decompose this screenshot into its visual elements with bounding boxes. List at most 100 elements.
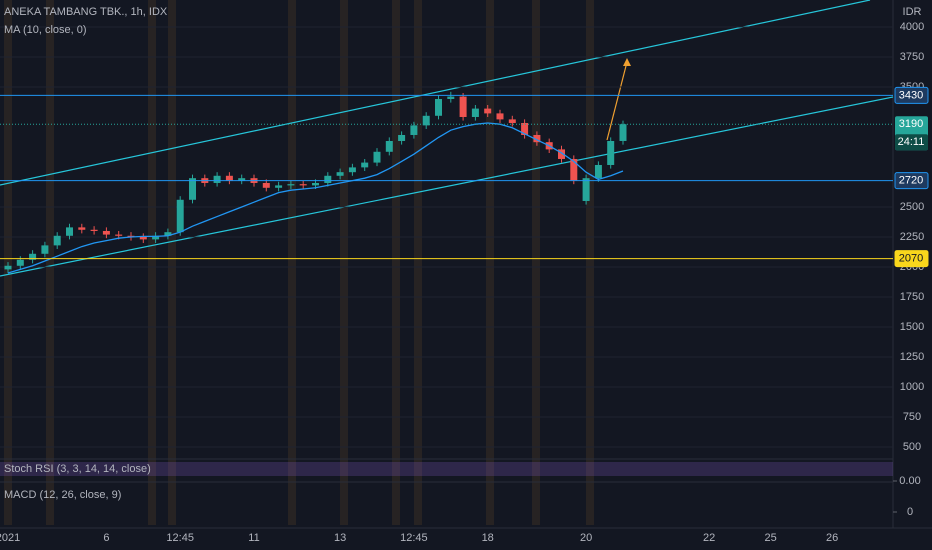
- candle-body: [373, 151, 381, 163]
- candle-body: [115, 234, 123, 236]
- x-tick-label: 2021: [0, 532, 20, 544]
- candle-body: [16, 259, 24, 266]
- candle-body: [4, 265, 12, 270]
- candle-body: [225, 175, 233, 181]
- candle-body: [66, 227, 73, 236]
- y-tick-label: 1750: [900, 291, 924, 303]
- candle-body: [324, 175, 332, 183]
- candle-body: [275, 185, 283, 188]
- candle-body: [435, 98, 442, 116]
- candle-body: [287, 184, 295, 186]
- y-tick-label: 4000: [900, 21, 924, 33]
- candle-body: [496, 113, 504, 120]
- y-tick-label: 1000: [900, 381, 924, 393]
- stoch-band: [0, 462, 893, 476]
- candle-body: [238, 178, 246, 181]
- x-tick-label: 18: [482, 532, 494, 544]
- candle-body: [607, 140, 615, 165]
- stripe: [148, 0, 156, 525]
- y-tick-label: 750: [903, 411, 921, 423]
- candle-body: [619, 124, 627, 141]
- candle-body: [78, 227, 86, 230]
- candle-body: [422, 115, 430, 126]
- candle-body: [262, 182, 270, 188]
- candle-body: [164, 232, 172, 236]
- stripe: [340, 0, 348, 525]
- candle-body: [521, 122, 529, 135]
- candle-body: [361, 162, 369, 168]
- y-tick-label: 1250: [900, 351, 924, 363]
- countdown-bg: [895, 134, 928, 151]
- y-tick-label: 3750: [900, 51, 924, 63]
- candle-body: [102, 230, 110, 235]
- price-tag: [894, 86, 929, 104]
- currency: IDR: [903, 6, 922, 18]
- candle-body: [213, 175, 221, 183]
- price-tag-label: 2070: [899, 252, 923, 264]
- stripe: [392, 0, 400, 525]
- candle-body: [299, 184, 307, 186]
- candle-body: [189, 178, 196, 200]
- trend-line: [0, 96, 894, 277]
- trend-line: [0, 0, 871, 186]
- y-tick-label: 2250: [900, 231, 924, 243]
- x-tick-label: 13: [334, 532, 346, 544]
- candle-body: [459, 96, 467, 117]
- x-tick-label: 6: [103, 532, 109, 544]
- candle-body: [336, 172, 344, 176]
- countdown-label: 24:11: [898, 136, 925, 148]
- candle-body: [348, 167, 356, 173]
- candle-body: [410, 125, 418, 135]
- candle-body: [533, 134, 541, 143]
- candle-body: [29, 253, 37, 260]
- stripe: [586, 0, 594, 525]
- indicator-label: MA (10, close, 0): [4, 24, 87, 36]
- stripe: [532, 0, 540, 525]
- candle-body: [385, 140, 393, 152]
- pane-title: Stoch RSI (3, 3, 14, 14, close): [4, 463, 151, 475]
- x-tick-label: 12:45: [166, 532, 194, 544]
- candle-body: [53, 235, 61, 246]
- candle-body: [471, 108, 479, 117]
- y-tick-label: 1500: [900, 321, 924, 333]
- candle-body: [90, 229, 98, 231]
- candle-body: [41, 245, 49, 254]
- candle-body: [312, 182, 319, 186]
- price-tag: [894, 172, 929, 190]
- stripe: [168, 0, 176, 525]
- x-tick-label: 25: [764, 532, 776, 544]
- last-price-label: 3190: [899, 118, 923, 130]
- arrow: [606, 61, 628, 141]
- y-tick-label: 2500: [900, 201, 924, 213]
- price-tag: [894, 250, 929, 268]
- y-tick-label: 500: [903, 441, 921, 453]
- x-tick-label: 26: [826, 532, 838, 544]
- ma-line: [7, 122, 624, 274]
- plot: [0, 26, 893, 448]
- pane-tick-label: 0: [907, 506, 913, 518]
- chart-title: ANEKA TAMBANG TBK., 1h, IDX: [4, 6, 168, 18]
- x-tick-label: 22: [703, 532, 715, 544]
- candle-body: [508, 119, 516, 123]
- pane-title: MACD (12, 26, close, 9): [4, 489, 121, 501]
- stripe: [46, 0, 54, 525]
- arrow-head: [623, 58, 631, 66]
- candle-body: [152, 235, 160, 240]
- x-tick-label: 12:45: [400, 532, 428, 544]
- stripe: [486, 0, 494, 525]
- candle-body: [398, 134, 406, 141]
- candle-body: [484, 108, 492, 114]
- x-tick-label: 20: [580, 532, 592, 544]
- candle-body: [594, 164, 602, 179]
- candle-body: [176, 199, 184, 233]
- price-tag-label: 3430: [899, 89, 923, 101]
- candle-body: [558, 149, 565, 159]
- candle-body: [570, 158, 578, 181]
- pane-tick-label: 0.00: [899, 475, 920, 487]
- candle-body: [582, 178, 590, 201]
- price-tag-label: 2720: [899, 174, 923, 186]
- stripe: [414, 0, 422, 525]
